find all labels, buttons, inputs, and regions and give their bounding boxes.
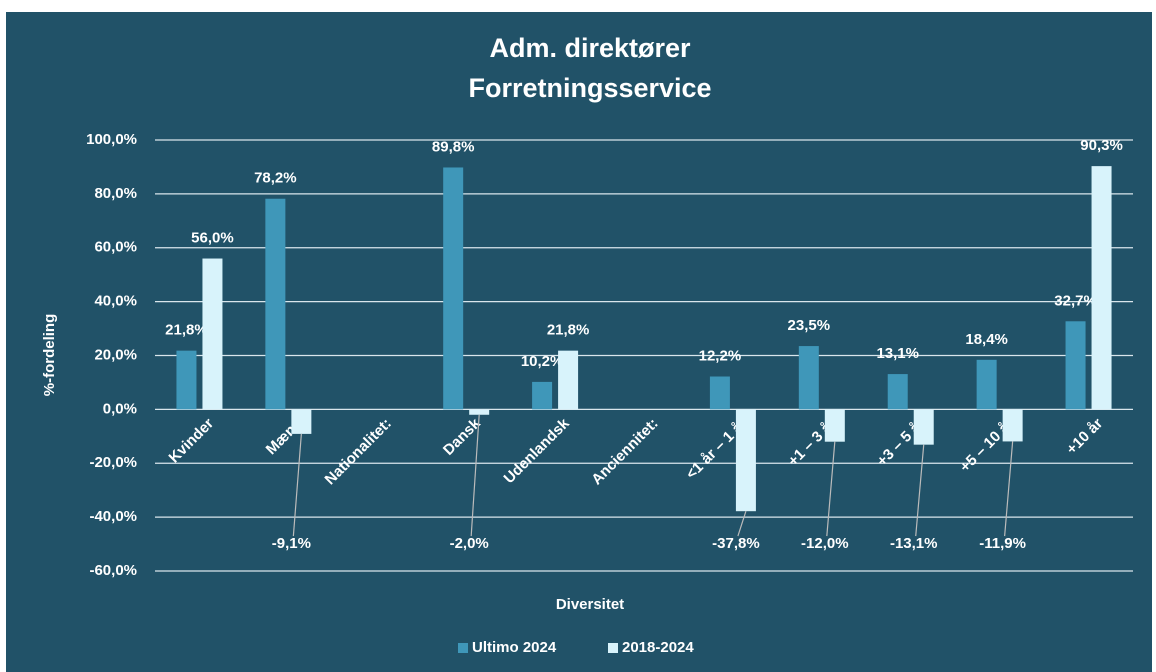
y-axis-title: %-fordeling <box>41 314 58 397</box>
leader-line <box>292 433 302 537</box>
chart-background <box>6 12 1152 672</box>
bar <box>1065 321 1086 410</box>
legend-swatch <box>608 643 618 653</box>
bar <box>735 409 756 512</box>
y-tick-label: 20,0% <box>94 346 137 363</box>
y-tick-label: 0,0% <box>103 400 137 417</box>
bar <box>1091 166 1112 410</box>
data-label: 23,5% <box>788 317 831 334</box>
y-tick-label: -20,0% <box>89 454 137 471</box>
y-tick-label: -40,0% <box>89 508 137 525</box>
bar <box>291 409 312 434</box>
bar <box>913 409 934 445</box>
bar <box>887 374 908 410</box>
data-label: -13,1% <box>890 535 938 552</box>
data-label: -9,1% <box>272 535 311 552</box>
chart-title: Forretningsservice <box>468 73 711 103</box>
data-label: 13,1% <box>876 345 919 362</box>
y-tick-label: 100,0% <box>86 131 137 148</box>
data-label: 21,8% <box>547 322 590 339</box>
leader-line <box>915 444 925 537</box>
leader-line <box>1004 441 1014 537</box>
bar <box>469 409 490 415</box>
data-label: 10,2% <box>521 353 564 370</box>
legend-label: 2018-2024 <box>622 639 694 656</box>
y-tick-label: -60,0% <box>89 562 137 579</box>
x-axis-title: Diversitet <box>556 596 624 613</box>
bar <box>265 198 286 410</box>
legend-label: Ultimo 2024 <box>472 639 557 656</box>
data-label: 12,2% <box>699 347 742 364</box>
bar <box>798 346 819 410</box>
bar <box>1002 409 1023 442</box>
bar <box>709 376 730 410</box>
legend-swatch <box>458 643 468 653</box>
bar <box>443 167 464 410</box>
bar <box>976 359 997 410</box>
y-tick-label: 60,0% <box>94 239 137 256</box>
data-label: -37,8% <box>712 535 760 552</box>
bar <box>176 350 197 410</box>
leader-line <box>737 511 747 537</box>
data-label: 56,0% <box>191 229 234 246</box>
data-label: 32,7% <box>1054 292 1097 309</box>
bar <box>558 350 579 410</box>
data-label: -12,0% <box>801 535 849 552</box>
bar <box>532 381 553 410</box>
leader-line <box>826 441 836 537</box>
chart-title: Adm. direktører <box>489 33 691 63</box>
leader-line <box>470 414 480 537</box>
y-tick-label: 40,0% <box>94 293 137 310</box>
bar <box>202 258 223 410</box>
y-tick-label: 80,0% <box>94 185 137 202</box>
data-label: 18,4% <box>965 331 1008 348</box>
bar <box>824 409 845 442</box>
data-label: -11,9% <box>979 535 1026 552</box>
data-label: 21,8% <box>165 322 208 339</box>
data-label: 78,2% <box>254 170 297 187</box>
data-label: -2,0% <box>450 535 489 552</box>
data-label: 89,8% <box>432 138 475 155</box>
data-label: 90,3% <box>1080 137 1123 154</box>
